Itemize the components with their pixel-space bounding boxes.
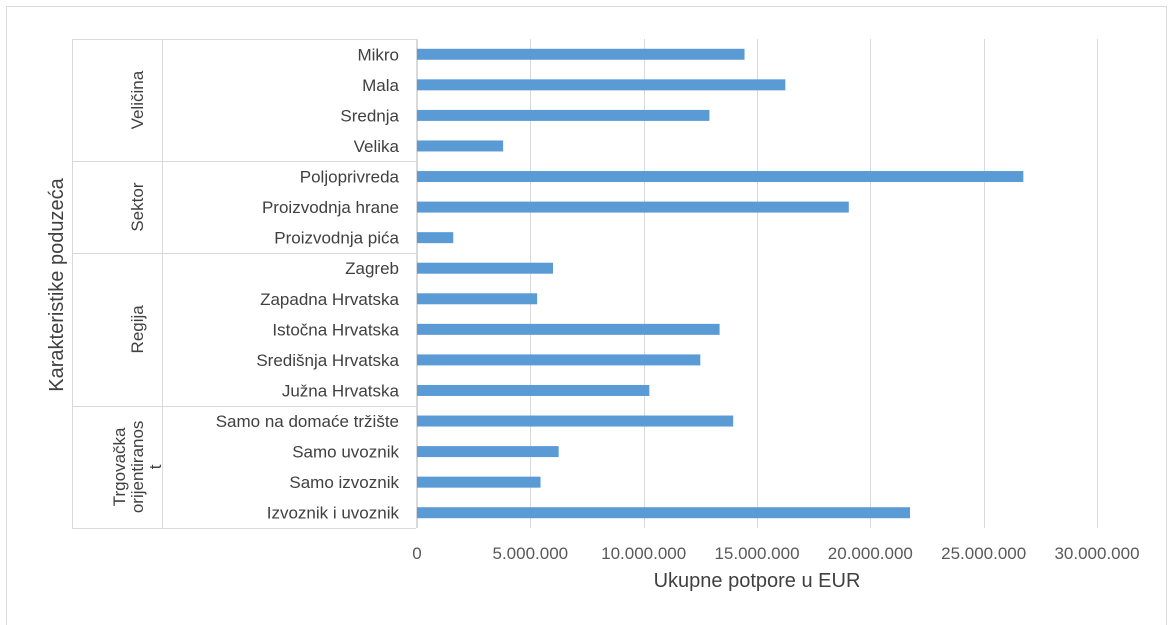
category-label: Mikro — [357, 45, 399, 64]
bar — [417, 48, 745, 60]
bar — [417, 109, 710, 121]
category-label: Mala — [362, 76, 399, 95]
bar — [417, 171, 1024, 183]
bar — [417, 232, 454, 244]
category-label: Samo izvoznik — [289, 473, 399, 492]
y-axis-title: Karakteristike poduzeća — [46, 177, 68, 391]
bars — [417, 48, 1024, 519]
x-tick-label: 30.000.000 — [1054, 544, 1139, 563]
bar — [417, 446, 559, 458]
group-label: Sektor — [128, 182, 147, 231]
bar — [417, 323, 720, 335]
bar — [417, 262, 553, 274]
group-label: Regija — [128, 305, 147, 354]
x-tick-label: 25.000.000 — [941, 544, 1026, 563]
category-label: Velika — [354, 137, 400, 156]
category-label: Poljoprivreda — [300, 168, 400, 187]
x-tick-label: 20.000.000 — [828, 544, 913, 563]
group-label: Veličina — [128, 70, 147, 129]
group-label: orijentiranos — [128, 421, 147, 514]
category-label: Samo uvoznik — [292, 443, 399, 462]
group-label: t — [146, 464, 165, 469]
category-label: Samo na domaće tržište — [216, 412, 399, 431]
category-label: Istočna Hrvatska — [272, 320, 399, 339]
bar — [417, 140, 504, 152]
category-groups: Veličina Sektor Regija Trgovačka orijentiran… — [72, 39, 417, 529]
x-tick-label: 10.000.000 — [601, 544, 686, 563]
x-axis-ticks: 0 5.000.000 10.000.000 15.000.000 20.000.000… — [412, 544, 1139, 563]
group-label: Trgovačka — [110, 427, 129, 506]
x-tick-label: 5.000.000 — [493, 544, 569, 563]
category-label: Zapadna Hrvatska — [260, 290, 399, 309]
chart-border — [6, 6, 1167, 625]
bar — [417, 476, 541, 488]
category-label: Izvoznik i uvoznik — [267, 504, 400, 523]
x-axis-title: Ukupne potpore u EUR — [654, 570, 861, 592]
bar — [417, 201, 849, 213]
x-tick-label: 15.000.000 — [714, 544, 799, 563]
category-label: Središnja Hrvatska — [256, 351, 399, 370]
category-labels: Mikro Mala Srednja Velika Poljoprivreda Proiz… — [216, 45, 400, 522]
category-label: Zagreb — [345, 259, 399, 278]
category-label: Proizvodnja pića — [274, 229, 399, 248]
bar — [417, 293, 538, 305]
bar — [417, 507, 910, 519]
x-tick-label: 0 — [412, 544, 421, 563]
category-label: Proizvodnja hrane — [262, 198, 399, 217]
bar — [417, 384, 650, 396]
bar — [417, 354, 701, 366]
bar — [417, 415, 734, 427]
category-label: Srednja — [340, 106, 399, 125]
bar — [417, 79, 786, 91]
category-label: Južna Hrvatska — [282, 381, 400, 400]
